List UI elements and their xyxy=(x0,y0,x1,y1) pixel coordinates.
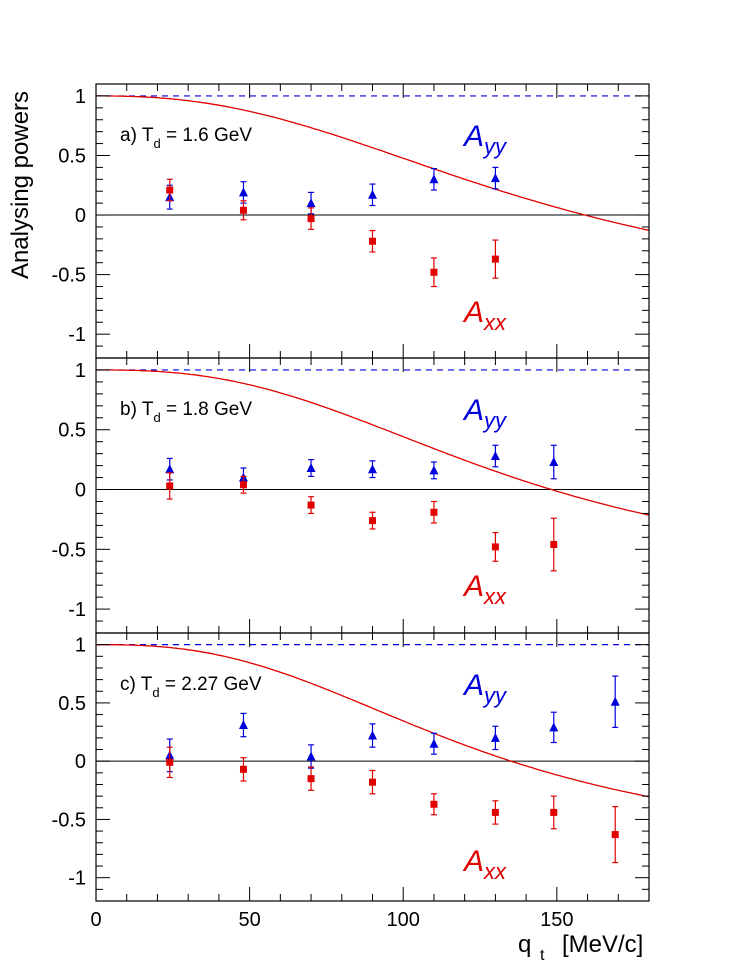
data-point-triangle xyxy=(429,738,439,748)
series-label-Ayy: Ayy xyxy=(462,120,508,159)
x-axis: 0 50 100 150 xyxy=(90,909,573,931)
data-point-square xyxy=(611,831,619,839)
data-point-triangle xyxy=(368,189,377,199)
data-point-square xyxy=(307,215,315,223)
y-tick-label: 1 xyxy=(75,635,86,657)
y-tick-label: -0.5 xyxy=(52,539,86,561)
x-tick-label: 100 xyxy=(387,909,420,931)
panel-2: 1 0.5 0 -0.5 -1 b) Td = 1.8 GeV Ayy Axx xyxy=(52,357,650,634)
y-tick-label: 0.5 xyxy=(58,420,86,442)
data-point-triangle xyxy=(429,465,439,475)
series-Axx xyxy=(166,472,558,572)
data-point-square xyxy=(307,501,315,509)
data-point-triangle xyxy=(306,463,316,472)
data-point-triangle xyxy=(549,722,559,732)
series-Ayy xyxy=(165,444,559,488)
series-Axx xyxy=(166,746,619,864)
data-point-triangle xyxy=(306,198,316,208)
data-point-square xyxy=(491,543,499,551)
y-tick-label: 0.5 xyxy=(58,145,86,167)
x-axis-title: q xyxy=(518,931,531,958)
theory-curve xyxy=(96,644,649,798)
data-point-square xyxy=(239,206,247,214)
x-axis-title-subscript: t xyxy=(540,947,545,964)
y-tick-label: -0.5 xyxy=(52,809,86,831)
data-point-square xyxy=(239,481,247,489)
y-tick-label: -1 xyxy=(68,868,86,890)
data-point-triangle xyxy=(490,451,500,461)
data-point-square xyxy=(166,758,174,766)
panel-3: 1 0.5 0 -0.5 -1 c) Td = 2.27 GeV Ayy Axx xyxy=(52,632,650,902)
data-point-square xyxy=(239,765,247,773)
data-point-triangle xyxy=(368,464,377,474)
x-tick-label: 150 xyxy=(540,909,573,931)
y-tick-label: 0.5 xyxy=(58,693,86,715)
data-point-square xyxy=(369,237,376,245)
data-point-triangle xyxy=(368,730,377,740)
data-point-square xyxy=(430,508,438,516)
series-label-Axx: Axx xyxy=(462,845,507,884)
data-point-square xyxy=(430,268,438,276)
data-point-triangle xyxy=(610,696,620,706)
y-tick-label: 0 xyxy=(75,751,86,773)
data-point-square xyxy=(430,800,438,808)
series-label-Axx: Axx xyxy=(462,570,507,609)
x-tick-label: 50 xyxy=(238,909,260,931)
data-point-triangle xyxy=(429,174,439,184)
data-point-square xyxy=(491,255,499,263)
data-point-triangle xyxy=(490,732,500,742)
data-point-square xyxy=(369,517,376,525)
data-point-triangle xyxy=(165,464,175,474)
data-point-square xyxy=(307,775,315,783)
panel-1: 1 0.5 0 -0.5 -1 a) Td = 1.6 GeV Ayy Axx xyxy=(52,83,650,359)
data-point-triangle xyxy=(238,720,248,730)
panel-label: a) Td = 1.6 GeV xyxy=(120,125,252,151)
data-point-square xyxy=(491,808,499,816)
x-tick-label: 0 xyxy=(90,909,101,931)
data-point-triangle xyxy=(238,187,248,197)
series-label-Ayy: Ayy xyxy=(462,394,508,433)
data-point-square xyxy=(166,186,174,194)
y-tick-label: 0 xyxy=(75,480,86,502)
y-tick-label: 0 xyxy=(75,205,86,227)
data-point-square xyxy=(550,541,558,549)
panel-label: c) Td = 2.27 GeV xyxy=(120,674,262,700)
data-point-square xyxy=(550,808,558,816)
y-tick-label: 1 xyxy=(75,360,86,382)
panel-label: b) Td = 1.8 GeV xyxy=(120,399,252,425)
data-point-square xyxy=(166,482,174,490)
y-tick-label: -0.5 xyxy=(52,265,86,287)
data-point-triangle xyxy=(549,457,559,467)
series-Axx xyxy=(166,178,499,288)
series-Ayy xyxy=(165,166,500,215)
series-label-Axx: Axx xyxy=(462,296,507,335)
theory-curve xyxy=(96,95,649,231)
data-point-triangle xyxy=(306,751,316,761)
panels-group: 1 0.5 0 -0.5 -1 a) Td = 1.6 GeV Ayy Axx 1 0.5 0 -0.… xyxy=(52,83,650,902)
y-tick-label: -1 xyxy=(68,599,86,621)
y-tick-label: -1 xyxy=(68,324,86,346)
y-tick-label: 1 xyxy=(75,86,86,108)
data-point-triangle xyxy=(490,173,500,183)
x-axis-title-unit: [MeV/c] xyxy=(562,931,643,958)
theory-curve xyxy=(96,369,649,516)
series-Ayy xyxy=(165,675,620,773)
y-axis-title: Analysing powers xyxy=(7,91,34,279)
data-point-square xyxy=(369,778,376,786)
series-label-Ayy: Ayy xyxy=(462,669,508,708)
